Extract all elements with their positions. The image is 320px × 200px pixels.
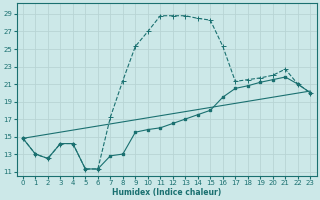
- X-axis label: Humidex (Indice chaleur): Humidex (Indice chaleur): [112, 188, 221, 197]
